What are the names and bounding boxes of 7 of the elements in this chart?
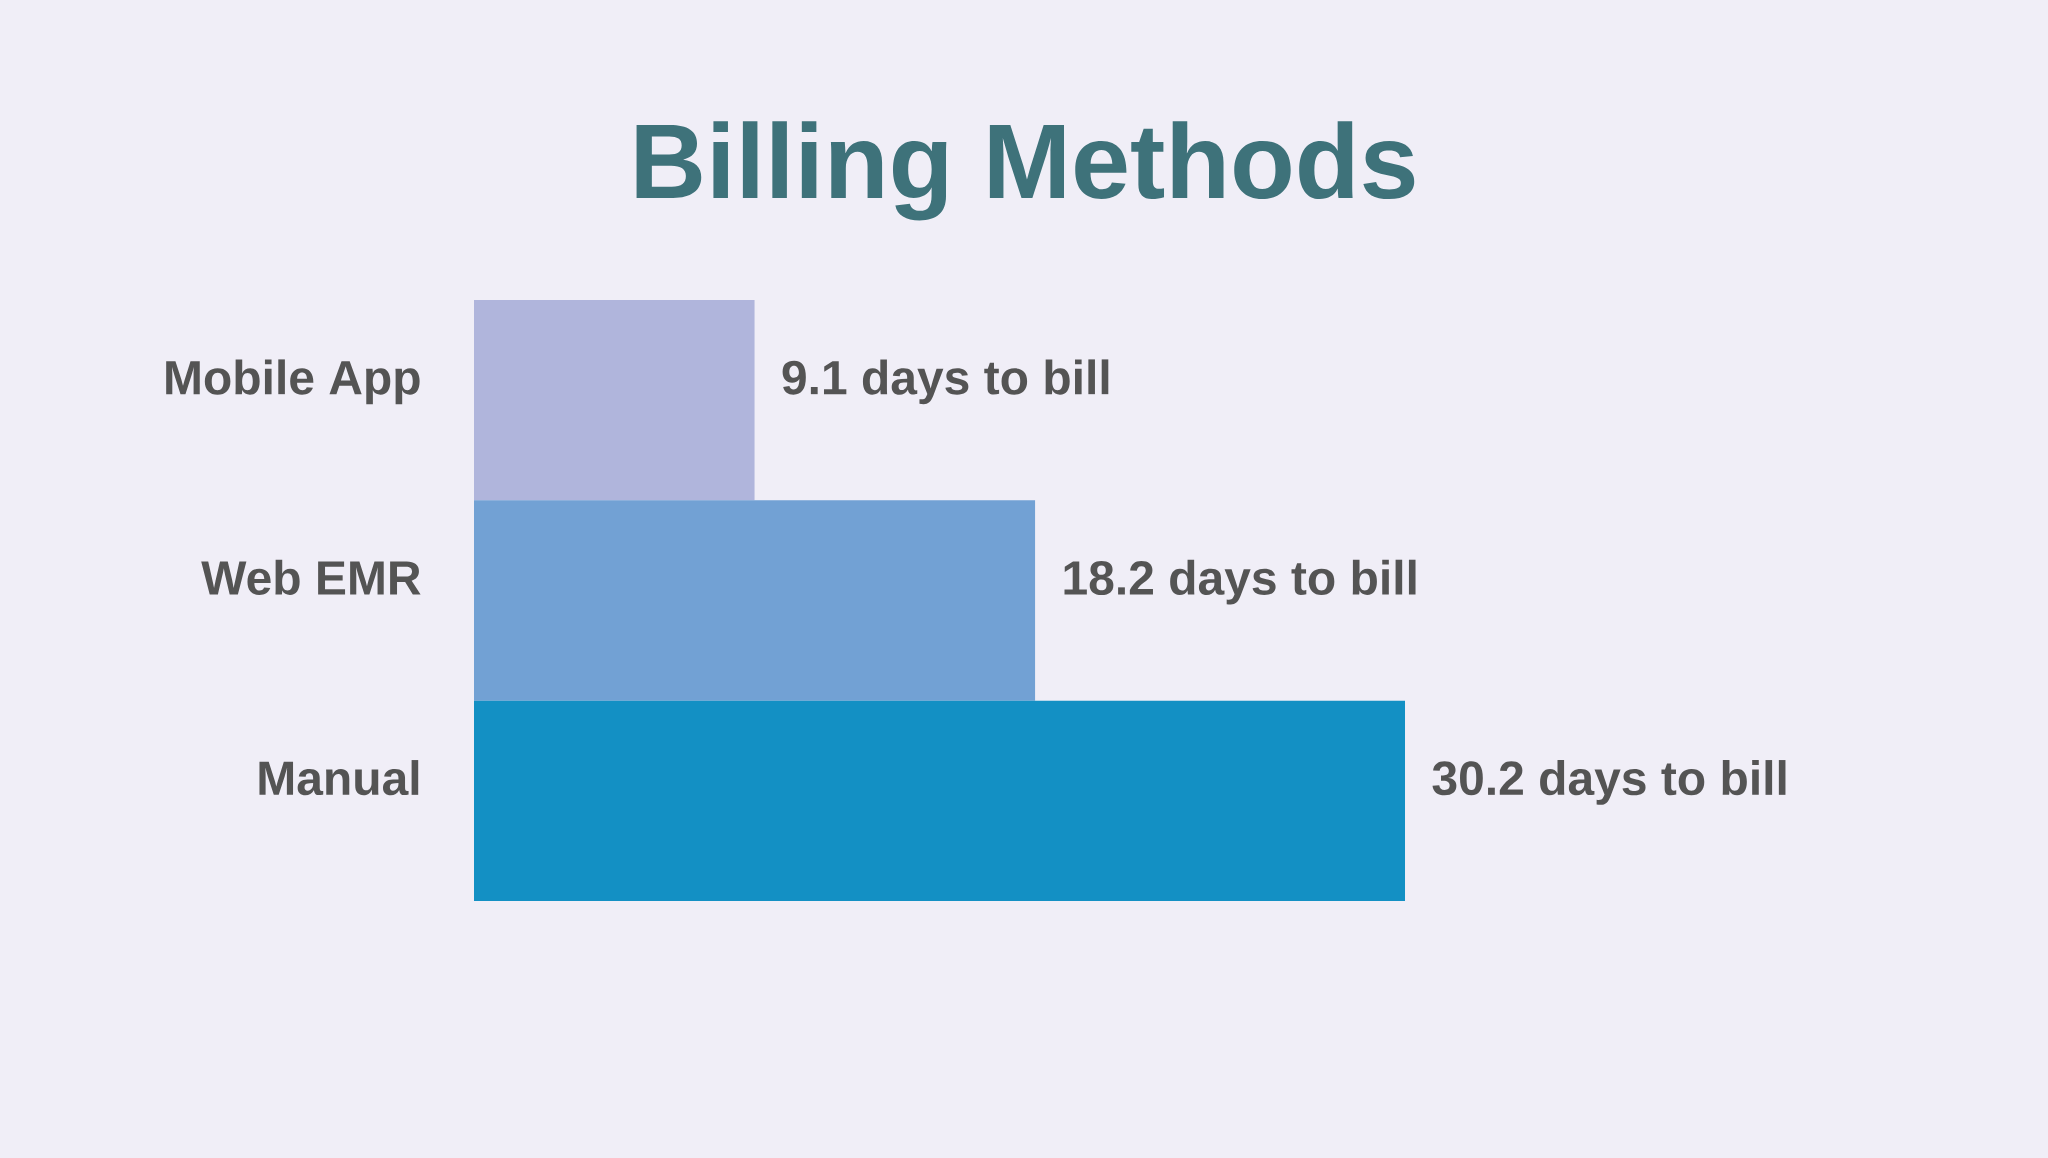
y-tick-label: Mobile App [166, 359, 420, 405]
chart-title: Billing Methods [636, 121, 1415, 221]
data-label: 30.2 days to bill [1432, 760, 1786, 805]
data-label: 18.2 days to bill [1064, 559, 1416, 605]
y-tick-label: Web EMR [201, 559, 421, 595]
y-tick-label: Manual [259, 760, 419, 796]
data-label: 9.1 days to bill [782, 359, 1109, 405]
